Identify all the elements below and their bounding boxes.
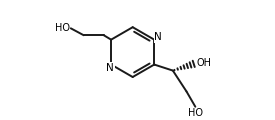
Text: N: N [106,63,114,73]
Text: HO: HO [54,23,70,33]
Text: HO: HO [188,108,203,117]
Text: OH: OH [197,58,212,68]
Text: N: N [154,32,162,42]
